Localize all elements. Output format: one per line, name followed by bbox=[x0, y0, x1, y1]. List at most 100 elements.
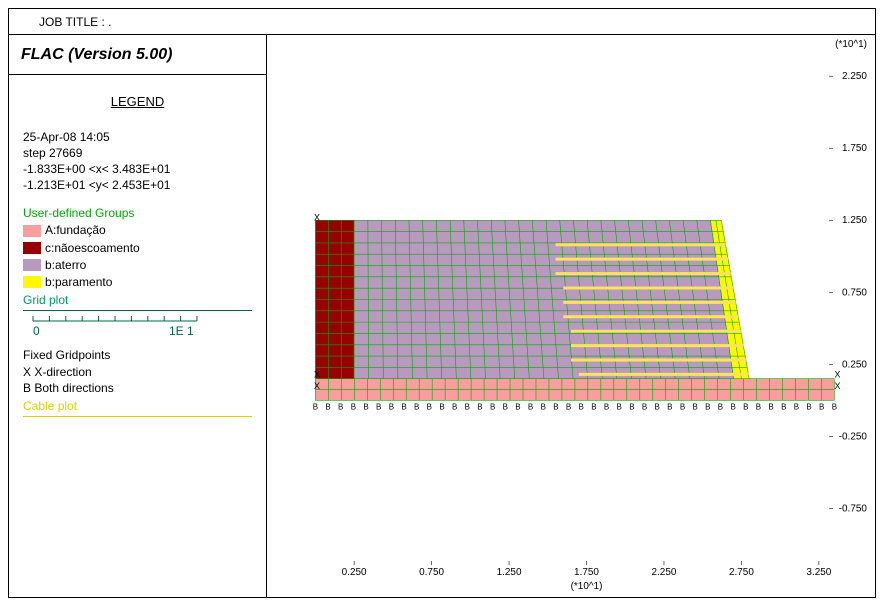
svg-text:X: X bbox=[834, 369, 840, 379]
xrange: -1.833E+00 <x< 3.483E+01 bbox=[23, 161, 252, 177]
scale-bar: 0 1E 1 bbox=[27, 315, 248, 341]
step-line: step 27669 bbox=[23, 145, 252, 161]
svg-text:B: B bbox=[439, 402, 444, 411]
swatch-label: b:aterro bbox=[45, 257, 86, 273]
svg-text:0.750: 0.750 bbox=[419, 567, 444, 578]
swatch-color bbox=[23, 259, 41, 271]
swatch-label: b:paramento bbox=[45, 274, 112, 290]
svg-text:B: B bbox=[351, 402, 356, 411]
fixed-rows: X X-directionB Both directions bbox=[23, 364, 252, 396]
svg-text:B: B bbox=[515, 402, 520, 411]
svg-text:B: B bbox=[338, 402, 343, 411]
svg-text:B: B bbox=[768, 402, 773, 411]
fixed-row: B Both directions bbox=[23, 380, 252, 396]
svg-text:B: B bbox=[819, 402, 824, 411]
svg-text:B: B bbox=[528, 402, 533, 411]
job-title: JOB TITLE : . bbox=[39, 15, 111, 29]
svg-text:1.250: 1.250 bbox=[497, 567, 522, 578]
svg-text:B: B bbox=[692, 402, 697, 411]
job-title-bar: JOB TITLE : . bbox=[9, 9, 875, 35]
svg-text:B: B bbox=[477, 402, 482, 411]
svg-text:B: B bbox=[629, 402, 634, 411]
svg-text:0.250: 0.250 bbox=[842, 359, 867, 370]
svg-text:B: B bbox=[579, 402, 584, 411]
svg-text:0.250: 0.250 bbox=[342, 567, 367, 578]
svg-text:B: B bbox=[541, 402, 546, 411]
cable-plot-label: Cable plot bbox=[23, 398, 252, 414]
svg-text:B: B bbox=[794, 402, 799, 411]
plot-svg: (*10^1) -0.750 -0.250 0.250 0.750 1.250 1.750 2… bbox=[267, 35, 875, 597]
svg-text:1.750: 1.750 bbox=[574, 567, 599, 578]
svg-text:X: X bbox=[314, 212, 320, 222]
svg-text:B: B bbox=[680, 402, 685, 411]
svg-text:X: X bbox=[834, 381, 840, 391]
svg-text:B: B bbox=[427, 402, 432, 411]
svg-text:-0.250: -0.250 bbox=[839, 431, 868, 442]
scale-bar-svg: 0 1E 1 bbox=[27, 315, 227, 341]
svg-text:B: B bbox=[465, 402, 470, 411]
step-label: step bbox=[23, 146, 46, 160]
svg-text:B: B bbox=[401, 402, 406, 411]
svg-text:B: B bbox=[591, 402, 596, 411]
svg-text:B: B bbox=[553, 402, 558, 411]
svg-text:B: B bbox=[743, 402, 748, 411]
svg-text:B: B bbox=[617, 402, 622, 411]
svg-text:B: B bbox=[376, 402, 381, 411]
svg-text:B: B bbox=[655, 402, 660, 411]
svg-text:(*10^1): (*10^1) bbox=[835, 39, 867, 50]
svg-text:0.750: 0.750 bbox=[842, 287, 867, 298]
svg-text:X: X bbox=[314, 381, 320, 391]
grid-plot-label: Grid plot bbox=[23, 292, 252, 308]
svg-text:B: B bbox=[832, 402, 837, 411]
datetime: 25-Apr-08 14:05 bbox=[23, 129, 252, 145]
svg-text:B: B bbox=[325, 402, 330, 411]
svg-text:B: B bbox=[642, 402, 647, 411]
group-swatch-row: b:paramento bbox=[23, 274, 252, 290]
svg-text:0: 0 bbox=[33, 324, 40, 338]
group-swatch-row: b:aterro bbox=[23, 257, 252, 273]
cable-plot-divider bbox=[23, 416, 252, 417]
svg-text:B: B bbox=[718, 402, 723, 411]
fixed-heading: Fixed Gridpoints bbox=[23, 347, 252, 363]
svg-text:B: B bbox=[389, 402, 394, 411]
svg-text:B: B bbox=[604, 402, 609, 411]
grid-plot-divider bbox=[23, 310, 252, 311]
group-swatches: A:fundação c:nãoescoamentob:aterrob:param… bbox=[23, 222, 252, 290]
svg-text:B: B bbox=[730, 402, 735, 411]
step-value: 27669 bbox=[46, 146, 83, 160]
svg-text:1.750: 1.750 bbox=[842, 143, 867, 154]
svg-text:B: B bbox=[490, 402, 495, 411]
app-frame: JOB TITLE : . FLAC (Version 5.00) LEGEND… bbox=[8, 8, 876, 598]
svg-text:B: B bbox=[363, 402, 368, 411]
legend-content: LEGEND 25-Apr-08 14:05 step 27669 -1.833… bbox=[9, 75, 266, 431]
svg-text:B: B bbox=[781, 402, 786, 411]
svg-text:B: B bbox=[452, 402, 457, 411]
group-swatch-row: A:fundação bbox=[23, 222, 252, 238]
legend-heading: LEGEND bbox=[23, 93, 252, 111]
svg-text:(*10^1): (*10^1) bbox=[571, 581, 603, 592]
svg-text:B: B bbox=[503, 402, 508, 411]
svg-text:1.250: 1.250 bbox=[842, 215, 867, 226]
plot-panel: (*10^1) -0.750 -0.250 0.250 0.750 1.250 1.750 2… bbox=[267, 35, 875, 597]
svg-text:2.250: 2.250 bbox=[652, 567, 677, 578]
svg-text:B: B bbox=[313, 402, 318, 411]
group-swatch-row: c:nãoescoamento bbox=[23, 240, 252, 256]
legend-panel: FLAC (Version 5.00) LEGEND 25-Apr-08 14:… bbox=[9, 35, 267, 597]
svg-text:3.250: 3.250 bbox=[806, 567, 831, 578]
svg-text:B: B bbox=[806, 402, 811, 411]
svg-text:X: X bbox=[314, 369, 320, 379]
svg-text:2.750: 2.750 bbox=[729, 567, 754, 578]
svg-text:1E 1: 1E 1 bbox=[169, 324, 194, 338]
version-box: FLAC (Version 5.00) bbox=[9, 35, 266, 75]
swatch-label: A:fundação bbox=[45, 222, 106, 238]
svg-text:-0.750: -0.750 bbox=[839, 503, 868, 514]
svg-text:B: B bbox=[566, 402, 571, 411]
yrange: -1.213E+01 <y< 2.453E+01 bbox=[23, 177, 252, 193]
swatch-color bbox=[23, 276, 41, 288]
svg-text:B: B bbox=[667, 402, 672, 411]
main-area: FLAC (Version 5.00) LEGEND 25-Apr-08 14:… bbox=[9, 35, 875, 597]
swatch-color bbox=[23, 225, 41, 237]
svg-text:B: B bbox=[756, 402, 761, 411]
groups-header: User-defined Groups bbox=[23, 205, 252, 221]
swatch-label: c:nãoescoamento bbox=[45, 240, 140, 256]
